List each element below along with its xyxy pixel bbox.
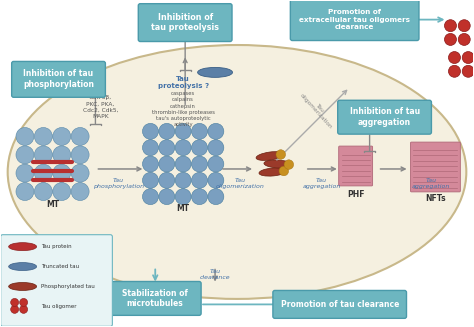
Circle shape [208, 172, 224, 188]
Circle shape [11, 305, 18, 313]
Text: PHF: PHF [347, 190, 365, 199]
Circle shape [19, 305, 27, 313]
FancyBboxPatch shape [273, 290, 407, 318]
Circle shape [143, 123, 158, 139]
Text: Tau protein: Tau protein [41, 244, 71, 249]
Circle shape [143, 156, 158, 172]
Circle shape [16, 182, 34, 200]
Circle shape [19, 299, 27, 306]
Circle shape [191, 156, 208, 172]
Circle shape [71, 146, 89, 164]
Circle shape [53, 146, 71, 164]
Circle shape [159, 189, 175, 205]
Ellipse shape [198, 67, 233, 77]
Text: Tau
oligomerization: Tau oligomerization [216, 179, 264, 189]
Ellipse shape [264, 160, 292, 168]
Circle shape [143, 189, 158, 205]
Text: Tau
oligomerization: Tau oligomerization [299, 89, 337, 130]
Circle shape [159, 123, 175, 139]
Circle shape [16, 164, 34, 182]
FancyBboxPatch shape [410, 142, 460, 192]
Circle shape [159, 172, 175, 188]
Text: MT: MT [46, 200, 59, 209]
Circle shape [445, 33, 456, 45]
Circle shape [35, 128, 52, 146]
Circle shape [175, 156, 191, 172]
FancyBboxPatch shape [0, 235, 112, 326]
Circle shape [448, 65, 460, 77]
Circle shape [208, 123, 224, 139]
Circle shape [279, 166, 289, 176]
Circle shape [175, 123, 191, 139]
Circle shape [458, 20, 470, 32]
Text: Tau oligomer: Tau oligomer [41, 304, 76, 309]
Circle shape [159, 140, 175, 156]
Text: Tau
aggregation: Tau aggregation [302, 179, 341, 189]
Circle shape [16, 146, 34, 164]
Text: Stabilization of
microtubules: Stabilization of microtubules [122, 288, 188, 308]
Text: Tau
clearance: Tau clearance [200, 269, 230, 280]
Circle shape [35, 146, 52, 164]
Circle shape [448, 52, 460, 63]
FancyBboxPatch shape [339, 146, 373, 186]
Text: Phosphorylated tau: Phosphorylated tau [41, 284, 94, 289]
Ellipse shape [9, 283, 36, 290]
Text: Promotion of
extracellular tau oligomers
clearance: Promotion of extracellular tau oligomers… [299, 9, 410, 30]
Circle shape [276, 150, 285, 159]
Circle shape [71, 164, 89, 182]
Text: Tau
proteolysis ?: Tau proteolysis ? [157, 76, 209, 89]
Circle shape [11, 299, 18, 306]
Circle shape [208, 156, 224, 172]
Circle shape [35, 164, 52, 182]
Text: GSK-3β,
PKC, PKA,
Cdc2, Cdk5,
MAPK: GSK-3β, PKC, PKA, Cdc2, Cdk5, MAPK [82, 95, 118, 119]
Circle shape [191, 189, 208, 205]
Text: caspases
calpains
cathepsin
thrombin-like proteases
tau's autoproteolytic
activi: caspases calpains cathepsin thrombin-lik… [152, 91, 215, 127]
Text: Inhibition of tau
phosphorylation: Inhibition of tau phosphorylation [23, 69, 94, 89]
FancyBboxPatch shape [337, 100, 431, 134]
FancyBboxPatch shape [138, 4, 232, 42]
Text: Inhibition of tau
aggregation: Inhibition of tau aggregation [349, 107, 419, 127]
Circle shape [53, 128, 71, 146]
Circle shape [208, 189, 224, 205]
Text: Tau
phosphorylation: Tau phosphorylation [93, 179, 144, 189]
Circle shape [191, 172, 208, 188]
Circle shape [208, 140, 224, 156]
Ellipse shape [9, 243, 36, 250]
Circle shape [53, 164, 71, 182]
Text: Promotion of tau clearance: Promotion of tau clearance [281, 300, 399, 309]
FancyBboxPatch shape [291, 0, 419, 41]
Circle shape [35, 182, 52, 200]
Circle shape [143, 172, 158, 188]
FancyBboxPatch shape [12, 61, 105, 97]
Ellipse shape [8, 45, 466, 299]
Circle shape [175, 189, 191, 205]
Circle shape [16, 128, 34, 146]
Ellipse shape [256, 152, 284, 161]
Circle shape [175, 172, 191, 188]
Ellipse shape [9, 263, 36, 270]
Text: NFTs: NFTs [425, 194, 446, 203]
Circle shape [191, 140, 208, 156]
Circle shape [462, 65, 474, 77]
Circle shape [284, 160, 293, 169]
Circle shape [159, 156, 175, 172]
Circle shape [143, 140, 158, 156]
Circle shape [175, 140, 191, 156]
Circle shape [458, 33, 470, 45]
Circle shape [71, 128, 89, 146]
Circle shape [191, 123, 208, 139]
Text: Truncated tau: Truncated tau [41, 264, 79, 269]
Text: Tau
aggregation: Tau aggregation [412, 179, 451, 189]
Circle shape [462, 52, 474, 63]
FancyBboxPatch shape [109, 282, 201, 315]
Circle shape [53, 182, 71, 200]
Text: MT: MT [177, 204, 190, 213]
Ellipse shape [259, 168, 287, 176]
Text: Inhibition of
tau proteolysis: Inhibition of tau proteolysis [151, 13, 219, 32]
Circle shape [445, 20, 456, 32]
Circle shape [71, 182, 89, 200]
